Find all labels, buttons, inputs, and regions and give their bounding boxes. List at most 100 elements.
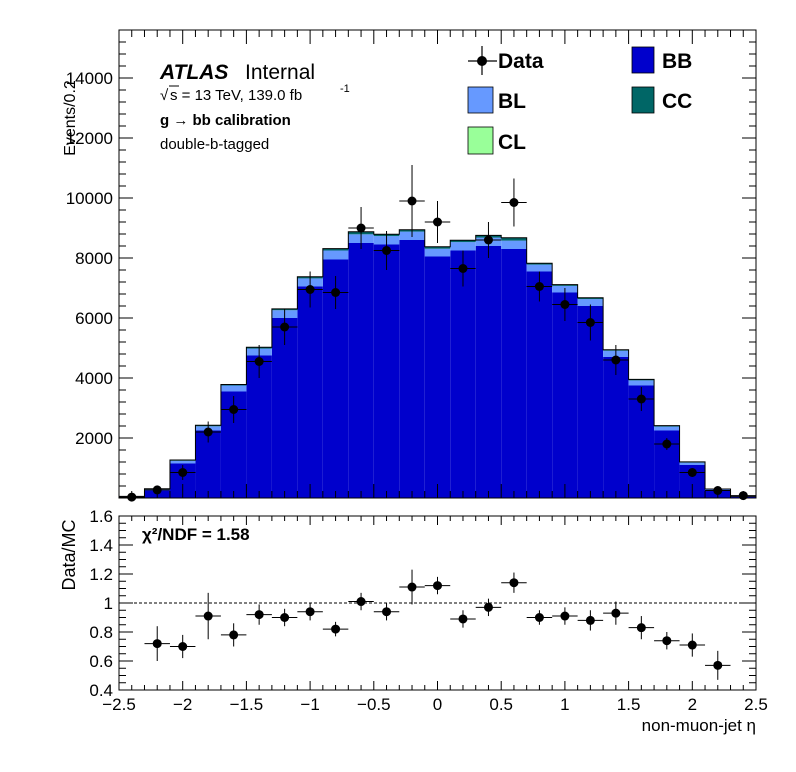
ratio-x-tick-label: 1 bbox=[560, 695, 569, 714]
data-point-marker bbox=[305, 285, 315, 294]
ratio-point bbox=[526, 610, 553, 625]
data-point bbox=[144, 485, 170, 495]
data-point bbox=[348, 207, 374, 249]
ratio-point bbox=[195, 592, 221, 640]
bar-cc-16 bbox=[526, 263, 553, 265]
ratio-x-tick-label: 2 bbox=[688, 695, 697, 714]
main-y-tick-label: 6000 bbox=[75, 309, 113, 328]
ratio-point bbox=[271, 608, 298, 627]
ratio-point-marker bbox=[356, 597, 366, 607]
legend-bb-swatch bbox=[631, 46, 655, 74]
bar-bb-16 bbox=[526, 271, 553, 498]
data-points bbox=[119, 165, 756, 502]
main-frame-border bbox=[118, 29, 757, 499]
data-point bbox=[271, 309, 298, 345]
legend-data-marker-icon bbox=[477, 56, 487, 66]
main-y-tick-label: 10000 bbox=[66, 189, 113, 208]
data-point-marker bbox=[636, 394, 646, 404]
data-point-marker bbox=[127, 492, 137, 502]
bar-bl-8 bbox=[322, 250, 349, 260]
ratio-point bbox=[475, 598, 502, 617]
data-point bbox=[322, 276, 349, 309]
data-point-marker bbox=[738, 491, 748, 501]
bar-bl-13 bbox=[450, 242, 476, 251]
selection-title: g → bb calibration bbox=[160, 112, 291, 129]
data-point bbox=[628, 387, 655, 411]
ratio-point-marker bbox=[433, 581, 442, 591]
ratio-y-tick-label: 1.4 bbox=[89, 536, 113, 555]
data-point bbox=[169, 465, 196, 480]
legend-bb-label: BB bbox=[662, 50, 692, 73]
data-point bbox=[399, 165, 425, 237]
ratio-point-marker bbox=[382, 607, 392, 617]
data-point bbox=[705, 486, 731, 495]
ratio-points bbox=[144, 569, 731, 680]
ratio-point bbox=[577, 610, 604, 631]
bar-cc-8 bbox=[322, 248, 349, 251]
ratio-point bbox=[399, 569, 425, 605]
bar-bb-15 bbox=[501, 249, 527, 498]
legend-item-cl: CL bbox=[467, 126, 526, 155]
data-point bbox=[475, 222, 502, 258]
legend-cc-label: CC bbox=[662, 90, 692, 113]
legend-item-cc: CC bbox=[631, 86, 692, 114]
bar-cc-12 bbox=[424, 246, 451, 249]
ratio-point-marker bbox=[280, 613, 290, 622]
bar-bb-9 bbox=[348, 243, 374, 498]
main-y-ticks: 2000 4000 6000 8000 10000 12000 14000 bbox=[66, 29, 756, 499]
ratio-x-tick-label: 2.5 bbox=[744, 695, 768, 714]
data-point-marker bbox=[382, 246, 392, 255]
ratio-point-marker bbox=[203, 611, 213, 621]
ratio-point bbox=[705, 650, 731, 680]
ratio-point-marker bbox=[152, 639, 162, 649]
legend-bl-label: BL bbox=[498, 90, 526, 113]
ratio-point bbox=[144, 626, 170, 661]
ratio-point bbox=[348, 592, 374, 611]
ratio-point bbox=[552, 607, 578, 625]
data-point-marker bbox=[534, 282, 544, 291]
ratio-point-marker bbox=[534, 613, 544, 622]
bar-bl-16 bbox=[526, 264, 553, 272]
bar-bl-15 bbox=[501, 240, 527, 249]
data-point bbox=[246, 345, 272, 378]
atlas-status: Internal bbox=[245, 61, 315, 84]
ratio-point-marker bbox=[458, 614, 468, 624]
data-point-marker bbox=[254, 357, 264, 366]
bar-bl-12 bbox=[424, 248, 451, 257]
legend-cc-swatch bbox=[631, 86, 655, 114]
data-point bbox=[195, 421, 221, 443]
ratio-point-marker bbox=[178, 642, 188, 651]
legend-data-label: Data bbox=[498, 50, 544, 73]
ratio-point-marker bbox=[305, 607, 315, 617]
bar-bl-20 bbox=[628, 380, 655, 386]
bar-bb-11 bbox=[399, 240, 425, 498]
bar-bb-7 bbox=[297, 286, 323, 498]
ratio-point-marker bbox=[585, 615, 595, 625]
data-point bbox=[603, 345, 629, 375]
data-point bbox=[654, 438, 680, 450]
ratio-point bbox=[679, 633, 706, 657]
ratio-x-tick-label: −1.5 bbox=[230, 695, 264, 714]
data-point bbox=[577, 304, 604, 341]
data-point bbox=[424, 201, 451, 243]
ratio-y-tick-label: 0.8 bbox=[89, 623, 113, 642]
ratio-point bbox=[373, 603, 400, 621]
bar-cc-18 bbox=[577, 297, 604, 300]
data-point-marker bbox=[713, 486, 723, 495]
main-panel: 2000 4000 6000 8000 10000 12000 14000 Events/0… bbox=[62, 29, 757, 502]
ratio-point bbox=[450, 610, 476, 628]
ratio-x-tick-label: 0 bbox=[433, 695, 442, 714]
bar-bb-14 bbox=[475, 246, 502, 498]
ratio-point-marker bbox=[713, 660, 723, 670]
data-point-marker bbox=[509, 198, 519, 207]
data-point-marker bbox=[178, 468, 188, 477]
ratio-point-marker bbox=[636, 623, 646, 633]
ratio-point-marker bbox=[229, 630, 239, 640]
data-point-marker bbox=[280, 322, 290, 332]
data-point-marker bbox=[585, 318, 595, 327]
bar-cc-4 bbox=[220, 384, 247, 386]
ratio-frame-border bbox=[118, 515, 757, 691]
selection-subtitle: double-b-tagged bbox=[160, 136, 269, 153]
ratio-point-marker bbox=[687, 640, 697, 650]
